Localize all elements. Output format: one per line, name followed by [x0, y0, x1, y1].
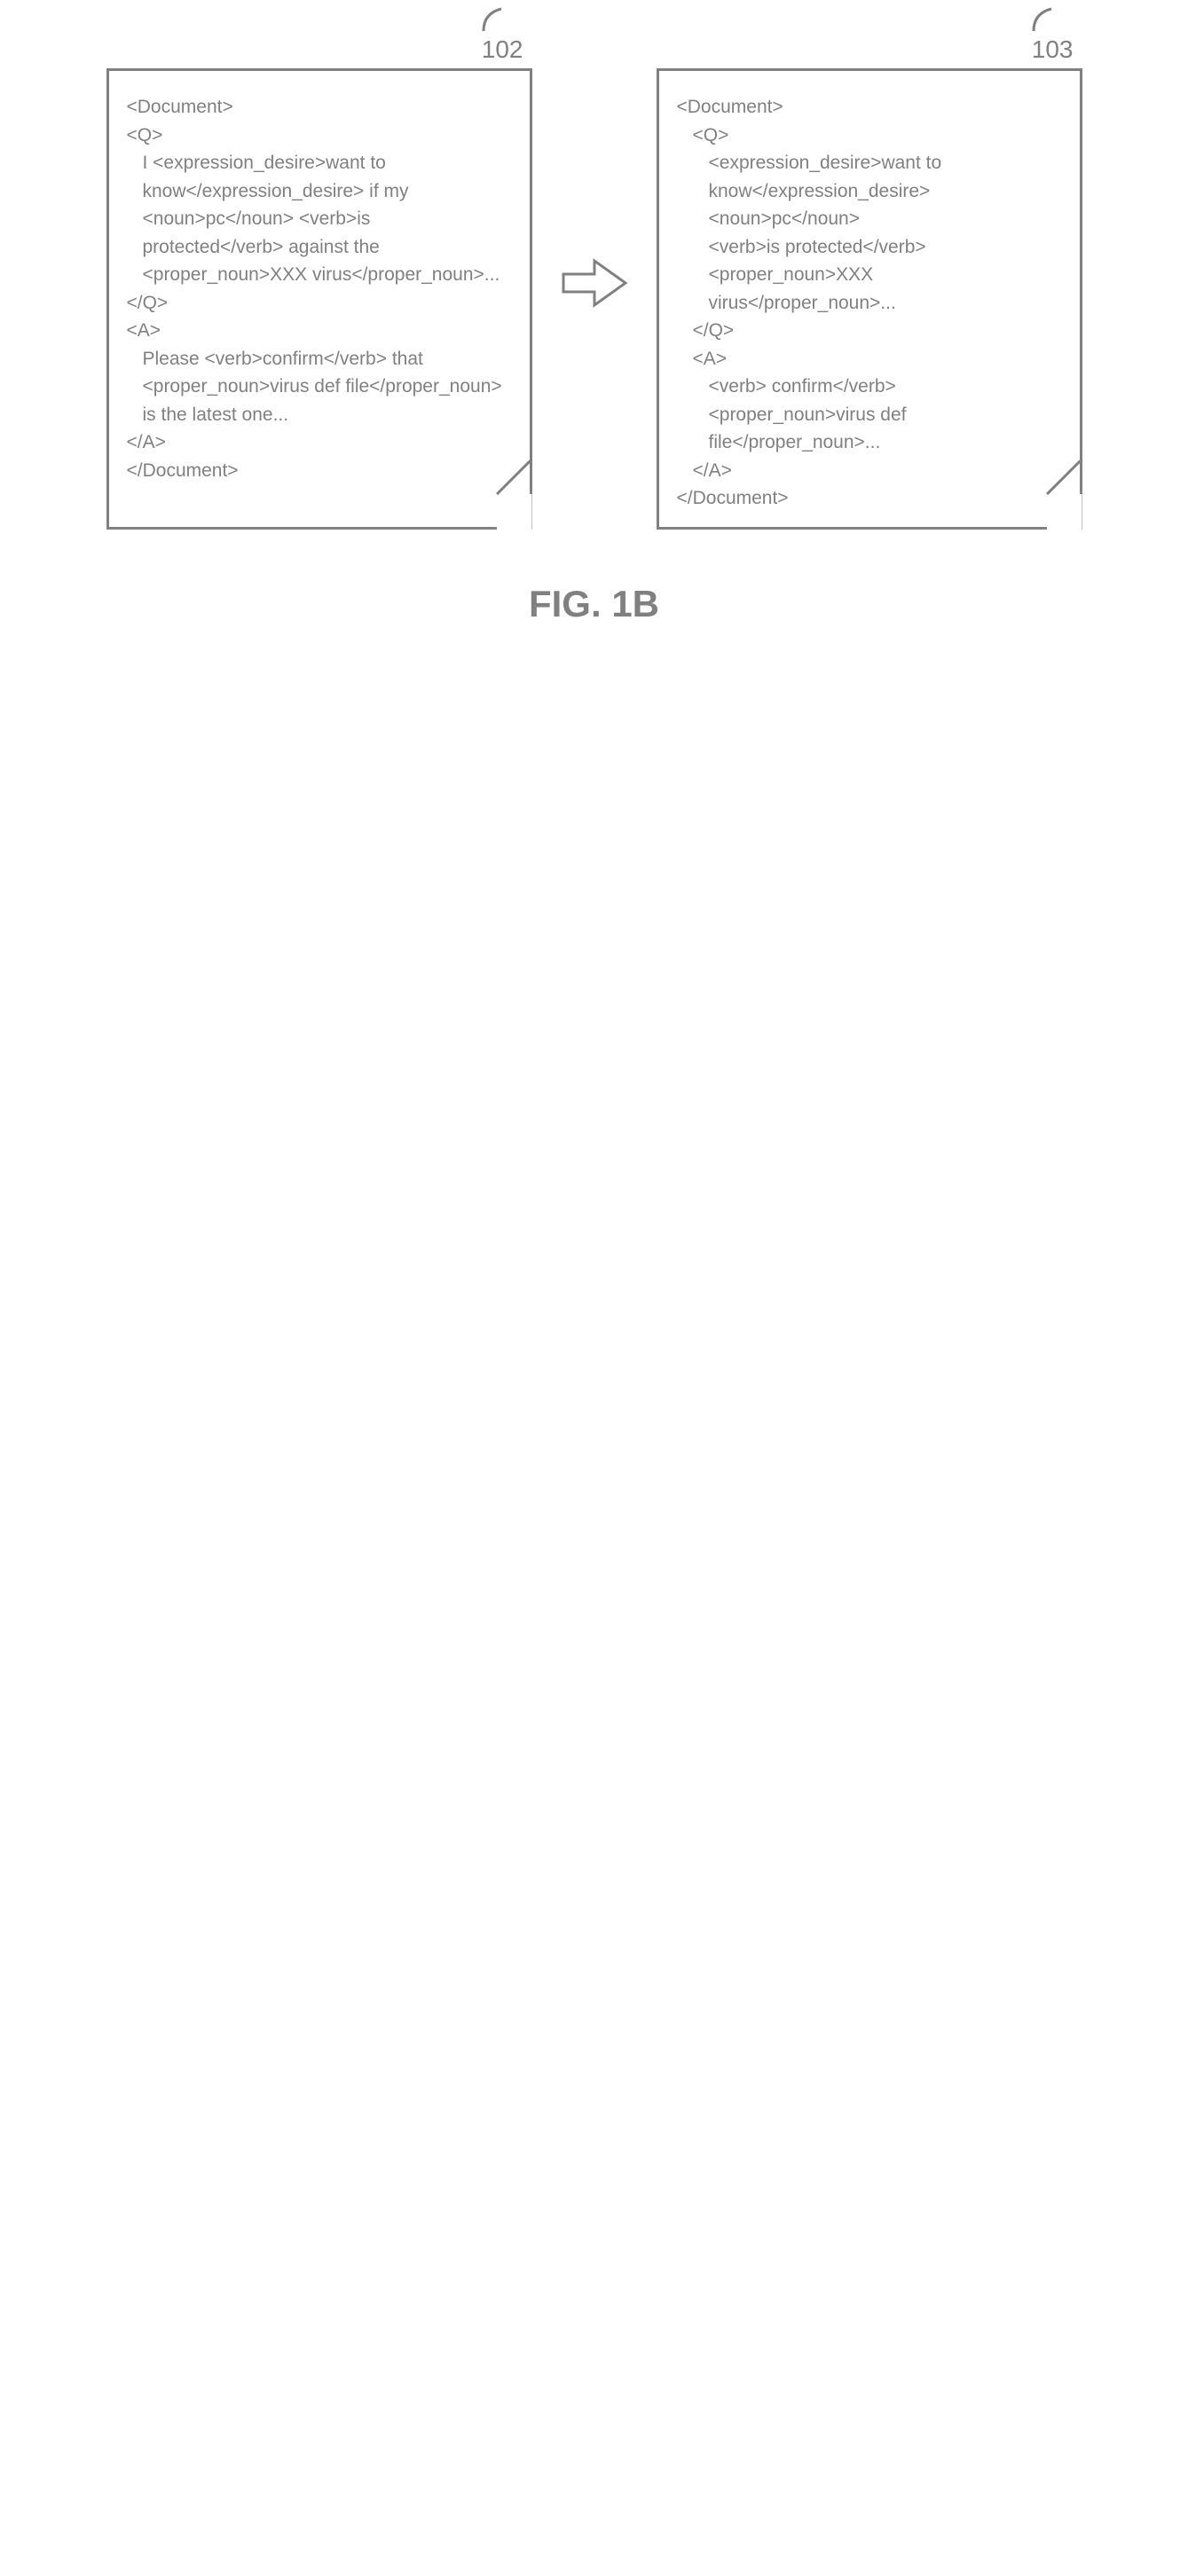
doc-line: <Q>: [693, 122, 1062, 150]
doc-line: I <expression_desire>want to know</expre…: [143, 149, 512, 289]
label-connector-left: [479, 4, 506, 35]
figure-container: 102 <Document><Q>I <expression_desire>wa…: [106, 35, 1082, 530]
doc-right-label: 103: [1032, 35, 1074, 64]
document-left-wrapper: 102 <Document><Q>I <expression_desire>wa…: [106, 35, 532, 530]
doc-left-label: 102: [482, 35, 523, 64]
doc-line: <noun>pc</noun>: [709, 205, 1062, 233]
doc-line: <proper_noun>XXX virus</proper_noun>...: [709, 261, 1062, 317]
doc-line: </Document>: [677, 484, 1062, 513]
doc-line: </Q>: [693, 317, 1062, 345]
doc-line: Please <verb>confirm</verb> that <proper…: [143, 345, 512, 429]
doc-line: </Document>: [127, 457, 512, 485]
doc-right-content: <Document><Q><expression_desire>want to …: [677, 93, 1062, 513]
doc-line: <expression_desire>want to know</express…: [709, 149, 1062, 205]
figure-label: FIG. 1B: [529, 583, 659, 625]
document-right-wrapper: 103 <Document><Q><expression_desire>want…: [657, 35, 1082, 530]
document-left: <Document><Q>I <expression_desire>want t…: [106, 68, 532, 530]
doc-line: <verb>is protected</verb>: [709, 233, 1062, 262]
doc-line: </A>: [127, 428, 512, 457]
doc-line: <A>: [127, 317, 512, 345]
doc-line: </A>: [693, 457, 1062, 485]
doc-line: <A>: [693, 345, 1062, 373]
doc-line: <proper_noun>virus def file</proper_noun…: [709, 401, 1062, 457]
doc-line: <Q>: [127, 122, 512, 150]
label-connector-right: [1029, 4, 1056, 35]
doc-line: <Document>: [677, 93, 1062, 122]
document-right: <Document><Q><expression_desire>want to …: [657, 68, 1082, 530]
doc-left-content: <Document><Q>I <expression_desire>want t…: [127, 93, 512, 484]
doc-line: <verb> confirm</verb>: [709, 373, 1062, 401]
arrow-icon: [559, 252, 630, 314]
doc-line: <Document>: [127, 93, 512, 122]
doc-line: </Q>: [127, 289, 512, 318]
